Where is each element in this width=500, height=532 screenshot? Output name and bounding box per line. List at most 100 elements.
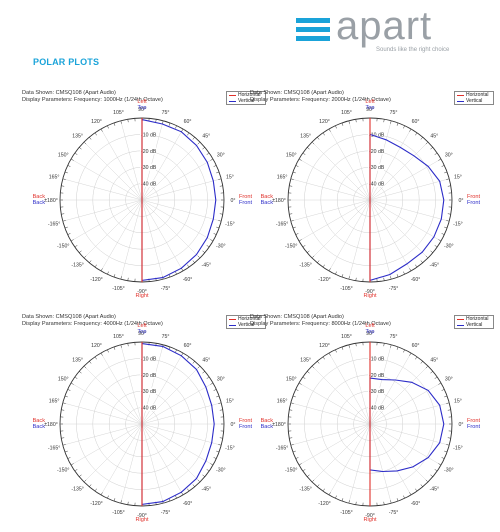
grid-spoke: [348, 199, 371, 280]
legend-swatch: [229, 319, 236, 320]
angle-tick-label: -135°: [71, 486, 83, 492]
outer-tick: [83, 479, 87, 483]
polar-plot-4000hz: Data Shown: CMSQ108 (Apart Audio) Display…: [22, 314, 272, 522]
angle-tick-label: -75°: [389, 286, 399, 292]
db-label-bg: [140, 147, 156, 155]
angle-tick-label: 15°: [226, 174, 234, 180]
outer-tick: [355, 277, 357, 281]
outer-tick: [425, 479, 429, 483]
legend-label: Horizontal: [238, 92, 261, 98]
outer-tick: [290, 402, 294, 404]
data-point: [196, 145, 197, 146]
label-right: Right: [363, 293, 377, 298]
legend-swatch: [457, 101, 464, 102]
label-top: Top: [137, 105, 146, 111]
legend-swatch: [457, 319, 464, 320]
angle-tick-label: 0°: [231, 198, 236, 204]
grid-spoke: [369, 423, 392, 504]
outer-tick: [210, 239, 214, 242]
angle-tick-label: 120°: [91, 343, 102, 349]
outer-tick: [216, 450, 220, 453]
legend-swatch: [457, 95, 464, 96]
label-right: Right: [363, 517, 377, 522]
outer-tick: [403, 349, 405, 353]
angle-tick-label: -30°: [444, 468, 454, 474]
angle-tick-label: -120°: [90, 501, 102, 507]
grid-spoke: [141, 199, 201, 259]
label-left: Left: [137, 323, 147, 329]
polar-chart-svg: 90° 75° 60° 45° 30° 15° 0° -15° -30° -45° -60° -75°…: [261, 99, 481, 298]
outer-tick: [100, 128, 103, 132]
outer-tick: [216, 226, 220, 229]
angle-tick-label: -60°: [411, 277, 421, 283]
outer-tick: [298, 382, 302, 385]
outer-tick: [216, 395, 220, 398]
outer-tick: [64, 171, 68, 174]
data-point: [389, 274, 391, 275]
grid-spoke: [369, 352, 412, 425]
plot-header: Data Shown: CMSQ108 (Apart Audio) Display…: [22, 90, 163, 104]
outer-tick: [292, 395, 296, 398]
angle-tick-label: 60°: [412, 343, 420, 349]
outer-tick: [192, 484, 195, 487]
outer-tick: [311, 141, 315, 145]
outer-tick: [62, 402, 66, 404]
outer-tick: [434, 376, 438, 379]
brand-logo: apart Sounds like the right choice: [296, 4, 466, 56]
grid-spoke: [141, 423, 164, 504]
outer-tick: [181, 492, 184, 496]
label-back-vertical: Back: [261, 424, 274, 430]
grid-spoke: [62, 402, 143, 425]
data-shown-label: Data Shown: CMSQ108 (Apart Audio): [22, 90, 116, 96]
outer-tick: [175, 495, 177, 499]
outer-tick: [322, 132, 325, 136]
outer-tick: [74, 245, 78, 248]
grid-spoke: [369, 423, 442, 466]
data-point: [381, 379, 383, 381]
data-point: [212, 218, 214, 220]
grid-spoke: [298, 382, 371, 425]
outer-tick: [61, 185, 65, 187]
db-label-bg: [140, 404, 156, 412]
angle-tick-label: 30°: [445, 153, 453, 159]
data-point: [215, 199, 217, 201]
angle-tick-label: 120°: [319, 343, 330, 349]
angle-tick-label: -165°: [276, 222, 288, 228]
label-front-horizontal: Front: [239, 194, 253, 200]
outer-tick: [317, 137, 320, 140]
outer-tick: [383, 501, 385, 505]
legend-vertical: Vertical: [455, 98, 493, 104]
grid-spoke: [290, 199, 371, 222]
angle-tick-label: 105°: [341, 334, 352, 340]
data-shown-label: Data Shown: CMSQ108 (Apart Audio): [250, 314, 344, 320]
label-top: Top: [365, 105, 374, 111]
data-point: [180, 491, 182, 493]
outer-tick: [341, 122, 344, 126]
angle-tick-label: 150°: [286, 153, 297, 159]
angle-tick-label: 15°: [454, 398, 462, 404]
outer-tick: [100, 352, 103, 356]
outer-tick: [197, 141, 201, 145]
grid-spoke: [348, 344, 371, 425]
polar-chart-svg: 90° 75° 60° 45° 30° 15° 0° -15° -30° -45° -60° -75°…: [261, 323, 481, 522]
outer-tick: [322, 488, 325, 492]
angle-tick-label: -90°: [365, 289, 375, 295]
label-right: Right: [135, 293, 149, 298]
outer-tick: [113, 498, 116, 502]
legend-label: Vertical: [238, 322, 255, 328]
brand-wordmark: apart: [336, 4, 433, 48]
legend-label: Vertical: [466, 98, 483, 104]
db-ring-label: -20 dB: [369, 373, 385, 379]
grid-spoke: [290, 423, 371, 446]
outer-tick: [62, 444, 66, 446]
db-label-bg: [140, 371, 156, 379]
outer-tick: [61, 437, 65, 439]
legend-horizontal: Horizontal: [455, 316, 493, 322]
outer-tick: [409, 268, 412, 272]
plot-legend: Horizontal Vertical: [226, 315, 266, 329]
outer-tick: [415, 488, 418, 492]
angle-tick-label: 135°: [72, 358, 83, 364]
outer-tick: [206, 469, 210, 472]
outer-tick: [409, 128, 412, 132]
outer-tick: [341, 346, 344, 350]
